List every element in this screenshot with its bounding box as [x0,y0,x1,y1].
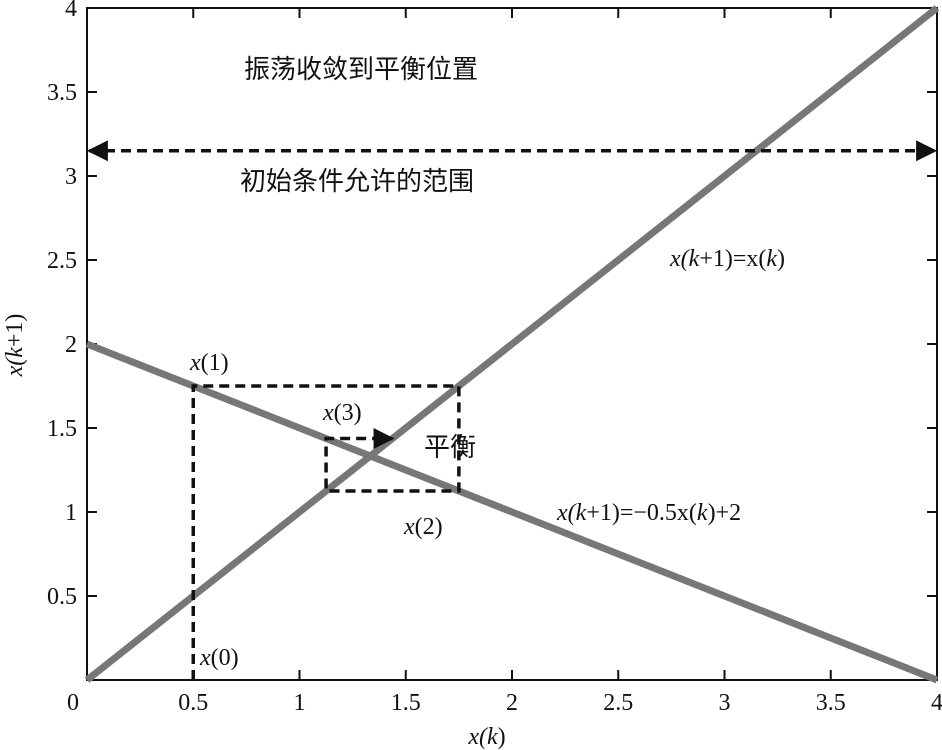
y-axis-ticks: 0.5 1 1.5 2 2.5 3 3.5 4 [47,0,937,610]
map-line-label: x(k+1)=−0.5x(k)+2 [556,500,741,526]
annotation-equilibrium: 平衡 [424,433,476,463]
label-x1: x(1) [189,350,229,376]
x-tick-label: 1 [294,690,306,716]
y-tick-label: 3.5 [47,80,77,106]
label-x2: x(2) [403,514,443,540]
series-layer [84,5,940,684]
x-axis-label: x(k) [467,724,505,750]
x-tick-label: 0.5 [178,690,208,716]
y-tick-label: 3 [65,164,77,190]
annotation-oscillation-converges: 振荡收敛到平衡位置 [244,55,478,85]
y-tick-label: 1 [65,500,77,526]
cobweb-path [191,384,461,680]
y-tick-label: 2.5 [47,248,77,274]
x-tick-label: 0 [67,690,79,716]
x-tick-label: 3.5 [816,690,846,716]
y-axis-label: x(k+1) [2,314,28,378]
x-axis-ticks: 0 0.5 1 1.5 2 2.5 3 3.5 4 [67,8,942,716]
x-tick-label: 2.5 [603,690,633,716]
y-tick-label: 4 [65,0,77,22]
x-tick-label: 3 [719,690,731,716]
x-tick-label: 2 [506,690,518,716]
y-tick-label: 2 [65,332,77,358]
label-x3: x(3) [322,400,362,426]
identity-line-label: x(k+1)=x(k) [669,246,785,272]
annotation-initial-range: 初始条件允许的范围 [240,167,474,197]
label-x0: x(0) [199,645,239,671]
y-tick-label: 0.5 [47,584,77,610]
series-line-identity [84,5,940,683]
y-tick-label: 1.5 [47,416,77,442]
x-tick-label: 4 [931,690,942,716]
x-tick-label: 1.5 [391,690,421,716]
series-line-map [85,340,939,684]
